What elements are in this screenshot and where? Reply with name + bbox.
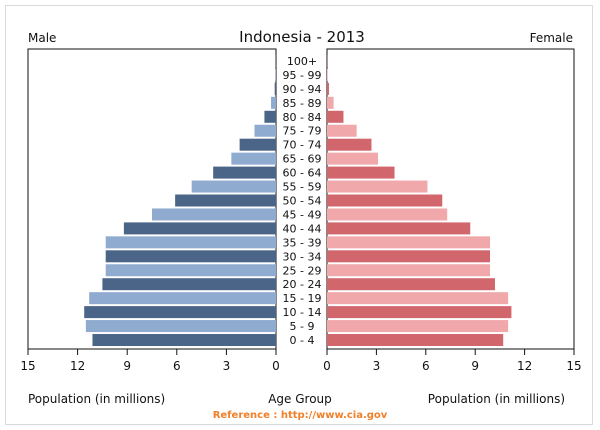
bar-group (84, 54, 512, 347)
male-bar (175, 194, 276, 207)
female-bar (327, 236, 491, 249)
male-x-axis-label: Population (in millions) (28, 392, 165, 406)
male-axis-tick-label: 6 (173, 359, 181, 373)
age-group-label: 80 - 84 (283, 111, 322, 124)
male-bar (264, 110, 276, 123)
age-group-label: 85 - 89 (283, 97, 322, 110)
male-bar (271, 96, 276, 109)
female-bar (327, 292, 509, 305)
age-group-label: 100+ (287, 55, 317, 68)
reference-link[interactable]: Reference : http://www.cia.gov (213, 410, 388, 421)
male-axis-tick-label: 12 (70, 359, 85, 373)
female-bar (327, 208, 448, 221)
age-group-label: 30 - 34 (283, 250, 322, 263)
male-axis-tick-label: 0 (272, 359, 280, 373)
male-bar (123, 222, 276, 235)
female-axis-tick-label: 3 (373, 359, 381, 373)
age-group-label: 75 - 79 (283, 125, 322, 138)
male-axis-tick-label: 15 (20, 359, 35, 373)
female-bar (327, 180, 428, 193)
age-group-label: 55 - 59 (283, 181, 322, 194)
male-bar (254, 124, 276, 137)
age-group-label: 65 - 69 (283, 153, 322, 166)
age-group-label: 5 - 9 (290, 320, 315, 333)
age-group-label: 15 - 19 (283, 292, 322, 305)
age-group-label: 35 - 39 (283, 236, 322, 249)
age-group-label: 40 - 44 (283, 222, 322, 235)
female-bar (327, 278, 495, 291)
male-bar (84, 306, 276, 319)
age-group-label: 95 - 99 (283, 69, 322, 82)
male-bar (105, 264, 276, 277)
female-axis-tick-label: 6 (422, 359, 430, 373)
age-group-label: 0 - 4 (290, 334, 315, 347)
female-bar (327, 110, 344, 123)
female-bar (327, 194, 443, 207)
female-bar (327, 166, 395, 179)
female-bar (327, 264, 491, 277)
female-bar (327, 138, 372, 151)
male-bar (152, 208, 276, 221)
age-group-label: 10 - 14 (283, 306, 322, 319)
male-bar (231, 152, 276, 165)
female-side-label: Female (530, 31, 573, 45)
female-axis-tick-label: 12 (517, 359, 532, 373)
female-bar (327, 96, 334, 109)
male-axis-tick-label: 3 (223, 359, 231, 373)
age-group-label: 50 - 54 (283, 195, 322, 208)
female-axis-tick-label: 9 (471, 359, 479, 373)
female-axis-tick-label: 0 (323, 359, 331, 373)
male-bar (105, 236, 276, 249)
chart-title: Indonesia - 2013 (239, 28, 365, 46)
male-bar (191, 180, 276, 193)
male-axis-tick-label: 9 (123, 359, 131, 373)
age-group-label: 25 - 29 (283, 264, 322, 277)
male-bar (274, 82, 276, 95)
male-bar (213, 166, 276, 179)
male-bar (102, 278, 277, 291)
female-axis-tick-label: 15 (566, 359, 581, 373)
axis-ticks: 0 0 3 3 6 6 9 9 12 12 15 15 (20, 349, 582, 373)
female-x-axis-label: Population (in millions) (428, 392, 565, 406)
age-group-label: 20 - 24 (283, 278, 322, 291)
age-group-label: 60 - 64 (283, 167, 322, 180)
age-group-axis-label: Age Group (268, 392, 332, 406)
female-bar (327, 334, 504, 347)
male-bar (85, 320, 276, 333)
female-bar (327, 82, 329, 95)
female-bar (327, 222, 471, 235)
female-bar (327, 250, 491, 263)
male-bar (89, 292, 276, 305)
age-group-label: 90 - 94 (283, 83, 322, 96)
male-side-label: Male (28, 31, 56, 45)
age-group-label: 70 - 74 (283, 139, 322, 152)
female-bar (327, 152, 379, 165)
age-group-label: 45 - 49 (283, 208, 322, 221)
female-bar (327, 68, 328, 81)
population-pyramid-chart: Indonesia - 2013 Male Female 0 - 45 - 91… (20, 28, 582, 421)
female-bar (327, 320, 509, 333)
male-bar (92, 334, 276, 347)
male-bar (105, 250, 276, 263)
female-bar (327, 306, 512, 319)
male-bar (239, 138, 276, 151)
female-bar (327, 124, 357, 137)
